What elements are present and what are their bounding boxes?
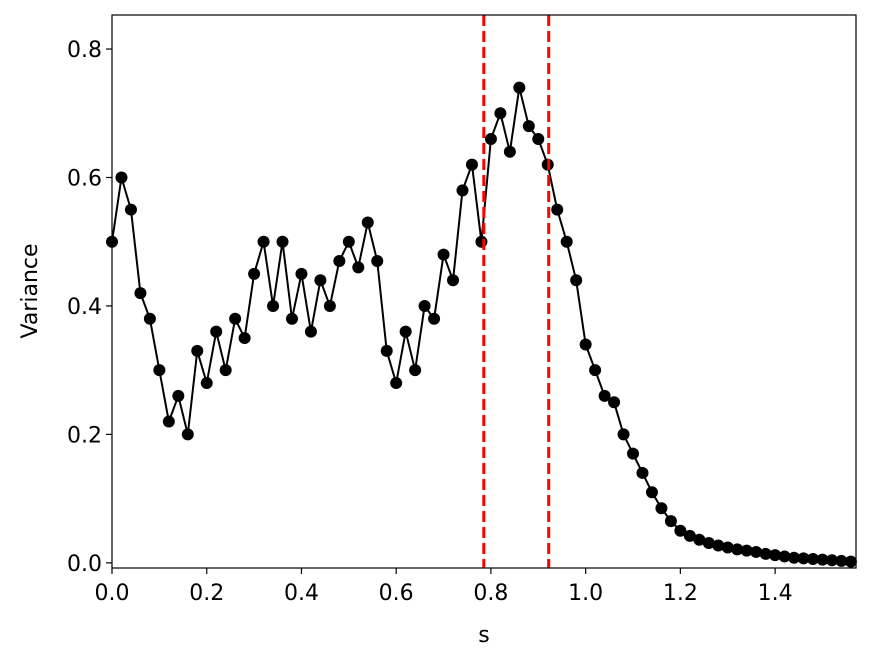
data-point (806, 553, 819, 566)
data-point (835, 554, 848, 567)
x-tick-label: 0.0 (95, 581, 130, 606)
data-point (560, 235, 573, 248)
data-point (494, 107, 507, 120)
data-point (285, 312, 298, 325)
data-point (342, 235, 355, 248)
data-point (816, 553, 829, 566)
y-tick-label: 0.8 (67, 38, 102, 63)
data-point (352, 261, 365, 274)
data-point (210, 325, 223, 338)
data-point (409, 364, 422, 377)
data-point (153, 364, 166, 377)
data-point (522, 120, 535, 133)
x-tick-label: 0.6 (379, 581, 414, 606)
data-point (257, 235, 270, 248)
data-point (295, 267, 308, 280)
x-tick-label: 0.8 (473, 581, 508, 606)
data-point (437, 248, 450, 261)
data-point (447, 274, 460, 287)
x-tick-label: 1.0 (568, 581, 603, 606)
data-point (399, 325, 412, 338)
data-point (143, 312, 156, 325)
data-point (248, 267, 261, 280)
data-point (589, 364, 602, 377)
data-point (513, 81, 526, 94)
y-tick-label: 0.0 (67, 552, 102, 577)
data-point (428, 312, 441, 325)
data-point (740, 544, 753, 557)
y-tick-label: 0.4 (67, 295, 102, 320)
data-point (304, 325, 317, 338)
data-point (693, 533, 706, 546)
data-point (390, 377, 403, 390)
data-point (664, 515, 677, 528)
data-point (484, 132, 497, 145)
data-point (229, 312, 242, 325)
data-point (238, 332, 251, 345)
data-point (674, 524, 687, 537)
data-point (371, 254, 384, 267)
data-point (702, 536, 715, 549)
data-point (456, 184, 469, 197)
x-tick-label: 0.2 (189, 581, 224, 606)
data-point (778, 550, 791, 563)
data-point (267, 299, 280, 312)
y-tick-label: 0.6 (67, 166, 102, 191)
data-point (825, 554, 838, 567)
data-point (721, 541, 734, 554)
data-point (683, 529, 696, 542)
data-point (551, 203, 564, 216)
data-point (219, 364, 232, 377)
data-point (617, 428, 630, 441)
data-point (759, 547, 772, 560)
data-point (769, 549, 782, 562)
x-axis-label: s (478, 623, 489, 648)
data-point (200, 377, 213, 390)
x-tick-label: 1.2 (663, 581, 698, 606)
data-point (124, 203, 137, 216)
data-point (191, 344, 204, 357)
data-point (314, 274, 327, 287)
data-point (276, 235, 289, 248)
data-point (579, 338, 592, 351)
data-point (532, 132, 545, 145)
data-point (333, 254, 346, 267)
data-point (797, 552, 810, 565)
x-tick-label: 0.4 (284, 581, 319, 606)
data-point (323, 299, 336, 312)
data-point (162, 415, 175, 428)
data-point (844, 555, 857, 568)
data-point (655, 502, 668, 515)
data-point (598, 389, 611, 402)
data-point (115, 171, 128, 184)
plot-frame (111, 14, 857, 569)
x-tick-label: 1.4 (758, 581, 793, 606)
data-point (645, 486, 658, 499)
data-point (712, 539, 725, 552)
data-point (788, 551, 801, 564)
data-point (627, 447, 640, 460)
data-point (570, 274, 583, 287)
data-point (418, 299, 431, 312)
data-line (111, 87, 851, 563)
data-point (380, 344, 393, 357)
data-point (731, 543, 744, 556)
data-point (181, 428, 194, 441)
data-point (134, 287, 147, 300)
data-point (636, 466, 649, 479)
data-point (503, 145, 516, 158)
data-point (608, 396, 621, 409)
data-point (475, 235, 488, 248)
data-point (172, 389, 185, 402)
data-point (465, 158, 478, 171)
y-axis-label: Variance (18, 243, 43, 338)
data-point (750, 545, 763, 558)
y-tick-label: 0.2 (67, 423, 102, 448)
data-point (361, 216, 374, 229)
